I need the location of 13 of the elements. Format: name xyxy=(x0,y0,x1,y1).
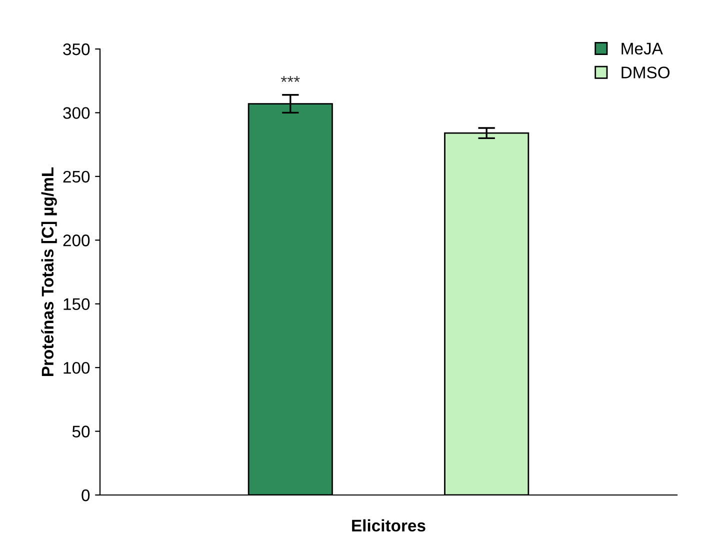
x-axis-title: Elicitores xyxy=(352,519,426,532)
y-tick-label: 300 xyxy=(63,107,90,119)
y-tick-label: 150 xyxy=(64,298,90,310)
y-tick-label: 50 xyxy=(72,426,90,438)
y-tick-label: 350 xyxy=(63,43,90,56)
legend-label: MeJA xyxy=(622,42,663,55)
y-tick-label: 0 xyxy=(82,489,90,502)
y-tick-label: 250 xyxy=(63,170,90,183)
legend-label: DMSO xyxy=(622,66,670,78)
y-tick-label: 100 xyxy=(64,362,90,374)
y-axis-title: Proteínas Totais [C] µg/mL xyxy=(41,167,57,376)
annotation: *** xyxy=(280,76,300,82)
y-tick-label: 200 xyxy=(63,234,90,246)
